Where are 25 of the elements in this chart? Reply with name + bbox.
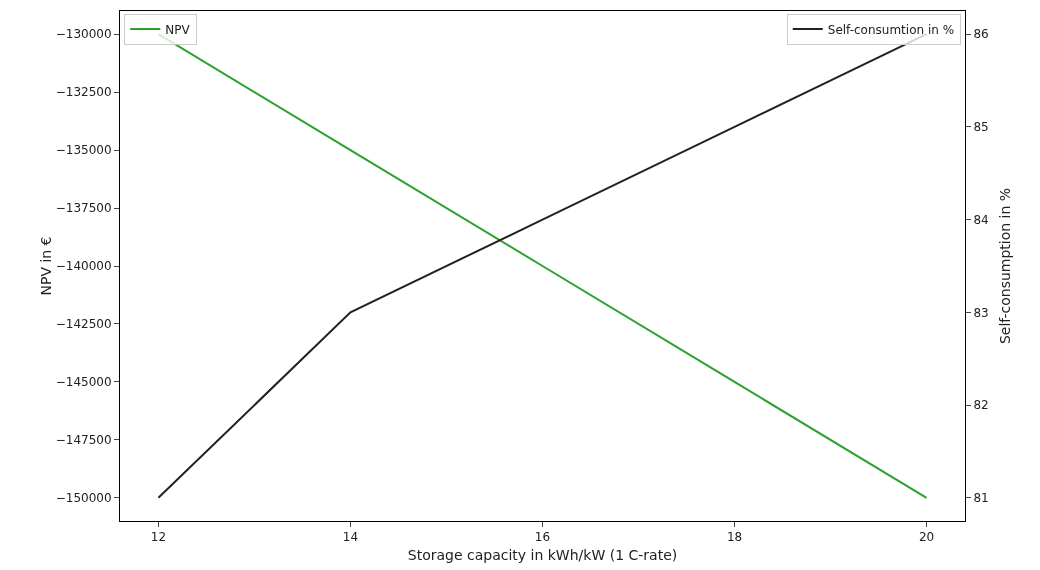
y-tick-label: −145000 <box>55 375 112 390</box>
y2-axis-title: Self-consumption in % <box>997 187 1013 345</box>
y-tick-label: −137500 <box>55 201 112 216</box>
y-tick-label: −140000 <box>55 259 112 274</box>
y2-tick-label: 82 <box>973 398 989 413</box>
y2-tick-label: 86 <box>973 27 989 42</box>
y-tick-label: −135000 <box>55 143 112 158</box>
x-tick-label: 14 <box>342 530 359 545</box>
y2-tick-label: 84 <box>973 212 989 227</box>
x-tick-label: 18 <box>726 530 743 545</box>
legend-label: Self-consumtion in % <box>827 22 955 37</box>
y2-tick-label: 85 <box>973 120 989 135</box>
x-tick-label: 20 <box>918 530 935 545</box>
y-tick-label: −147500 <box>55 433 112 448</box>
y-tick-label: −142500 <box>55 317 112 332</box>
y-tick-label: −132500 <box>55 85 112 100</box>
legend-label: NPV <box>165 22 191 37</box>
y-tick-label: −130000 <box>55 27 112 42</box>
y-tick-label: −150000 <box>55 491 112 506</box>
x-tick-label: 12 <box>150 530 167 545</box>
x-tick-label: 16 <box>534 530 551 545</box>
y2-tick-label: 81 <box>973 491 989 506</box>
y-axis-title: NPV in € <box>37 236 54 296</box>
y2-tick-label: 83 <box>973 305 989 320</box>
x-axis-title: Storage capacity in kWh/kW (1 C-rate) <box>407 546 678 563</box>
